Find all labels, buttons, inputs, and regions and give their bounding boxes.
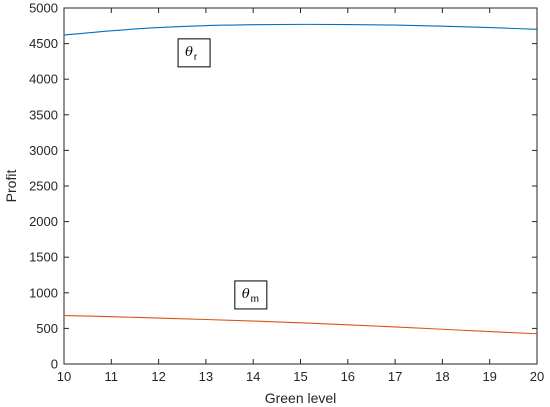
x-tick-label: 16 [341, 369, 355, 384]
x-tick-label: 17 [388, 369, 402, 384]
x-tick-label: 11 [105, 369, 119, 384]
y-axis-label: Profit [3, 170, 19, 203]
y-tick-label: 4500 [29, 36, 58, 51]
y-tick-label: 3500 [29, 107, 58, 122]
y-tick-label: 0 [51, 357, 58, 372]
annotation-m: θm [234, 280, 268, 310]
series-line-0 [63, 23, 538, 36]
plot-area-box [63, 7, 538, 365]
y-tick-label: 1500 [29, 250, 58, 265]
x-tick-label: 13 [199, 369, 213, 384]
x-tick-label: 12 [151, 369, 165, 384]
annotation-box [177, 38, 211, 68]
y-tick-label: 1000 [29, 285, 58, 300]
annotation-r: θr [177, 38, 211, 68]
x-tick-label: 18 [435, 369, 449, 384]
annotation-box [234, 280, 268, 310]
y-tick-label: 4000 [29, 72, 58, 87]
y-tick-label: 5000 [29, 1, 58, 16]
x-tick-label: 20 [530, 369, 544, 384]
series-line-1 [63, 315, 538, 335]
x-tick-label: 14 [246, 369, 260, 384]
y-tick-label: 3000 [29, 143, 58, 158]
x-tick-label: 15 [293, 369, 307, 384]
x-tick-label: 19 [482, 369, 496, 384]
axes-frame [63, 7, 538, 365]
annotation-layer: θr θm [177, 38, 268, 310]
y-tick-label: 500 [36, 321, 58, 336]
y-tick-label: 2500 [29, 179, 58, 194]
y-tick-label: 2000 [29, 214, 58, 229]
tick-layer: 10 11 12 13 14 15 16 17 18 19 20 0 500 1000 1500 2000 25… [29, 1, 544, 385]
x-axis-label: Green level [265, 390, 337, 406]
series-layer [63, 23, 538, 335]
x-tick-label: 10 [57, 369, 71, 384]
